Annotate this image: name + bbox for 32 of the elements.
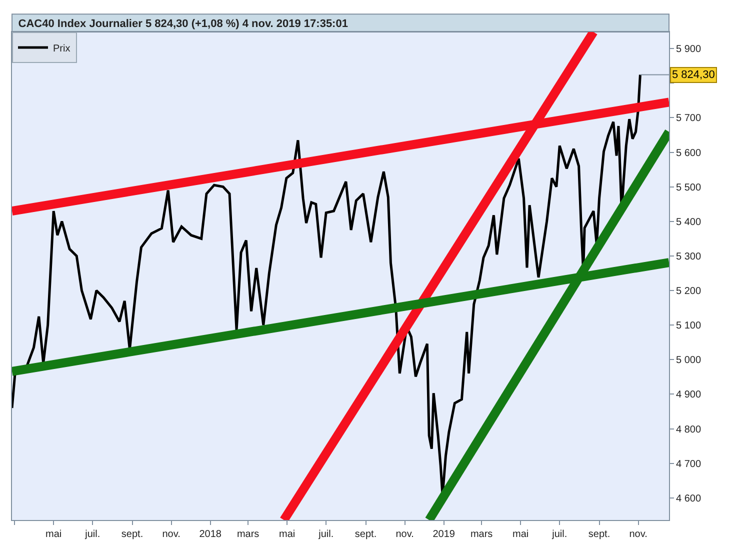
y-tick-label: 4 900 <box>676 390 702 401</box>
x-tick-label: nov. <box>396 529 414 540</box>
x-tick-label: nov. <box>629 529 648 540</box>
y-tick-label: 5 000 <box>676 355 702 366</box>
x-tick-label: juil. <box>318 529 334 540</box>
y-tick-label: 5 300 <box>676 251 702 262</box>
x-tick-label: mai <box>279 529 296 540</box>
x-tick-label: mai <box>46 529 62 540</box>
x-tick-label: sept. <box>354 529 377 540</box>
annotation: 5 824,30 <box>672 69 715 81</box>
y-tick-label: 5 900 <box>676 44 702 56</box>
y-tick-label: 5 700 <box>676 113 702 124</box>
y-tick-label: 4 800 <box>676 424 702 436</box>
y-tick-label: 5 400 <box>676 216 702 228</box>
x-tick-label: mai <box>512 529 529 540</box>
y-tick-label: 5 200 <box>676 286 702 298</box>
x-tick-label: sept. <box>588 529 610 540</box>
chart-title: CAC40 Index Journalier 5 824,30 (+1,08 %) 4 nov. 2019 17:35:01 <box>18 18 348 30</box>
y-tick-label: 4 700 <box>676 458 702 470</box>
x-tick-label: mars <box>236 529 260 540</box>
legend-label: Prix <box>53 43 70 54</box>
x-tick-label: nov. <box>162 529 180 540</box>
x-tick-label: sept. <box>121 529 144 540</box>
y-tick-label: 4 600 <box>676 493 702 504</box>
y-tick-label: 5 600 <box>676 148 702 159</box>
x-tick-label: 2018 <box>199 529 222 540</box>
x-tick-label: mars <box>470 529 493 540</box>
x-tick-label: juil. <box>84 529 100 540</box>
y-tick-label: 5 100 <box>676 320 702 332</box>
x-tick-label: 2019 <box>432 529 456 540</box>
y-tick-label: 5 500 <box>676 182 702 194</box>
x-tick-label: juil. <box>551 529 568 540</box>
